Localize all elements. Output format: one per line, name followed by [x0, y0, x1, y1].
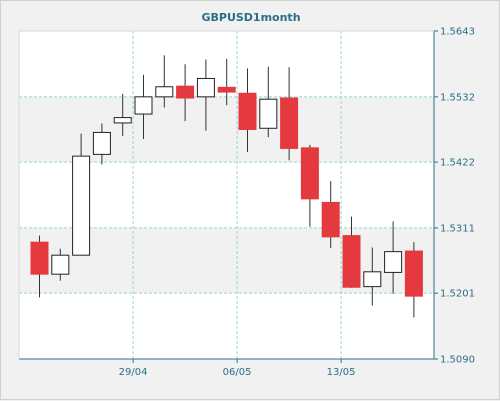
candle-body: [300, 147, 319, 200]
candle-body: [196, 77, 215, 98]
y-tick-label: 1.5311: [440, 223, 475, 234]
candle-body: [92, 131, 111, 155]
candle-body: [176, 85, 195, 99]
x-tick-label: 13/05: [327, 367, 356, 378]
candle-up: [363, 247, 382, 306]
candle-body: [384, 251, 403, 273]
candle-up: [196, 59, 215, 131]
candle-body: [217, 86, 236, 93]
candle-down: [321, 181, 340, 249]
candle-up: [51, 248, 70, 281]
candle-down: [217, 58, 236, 106]
candle-body: [134, 96, 153, 115]
chart-title: GBPUSD1month: [201, 11, 300, 24]
candle-down: [176, 64, 195, 122]
candle-up: [155, 55, 174, 108]
candle-down: [280, 67, 299, 161]
y-tick-label: 1.5532: [440, 92, 475, 103]
y-tick-label: 1.5422: [440, 158, 475, 169]
candles-group: [30, 55, 423, 318]
candle-body: [113, 117, 132, 124]
candle-body: [72, 155, 91, 256]
candle-body: [342, 235, 361, 288]
candle-down: [30, 235, 49, 298]
candle-up: [134, 74, 153, 139]
candle-up: [92, 123, 111, 165]
y-tick-label: 1.5643: [440, 27, 475, 38]
candle-body: [30, 241, 49, 275]
candle-down: [300, 144, 319, 227]
candle-up: [113, 93, 132, 136]
x-tick-label: 06/05: [223, 367, 252, 378]
candle-body: [51, 254, 70, 275]
candle-body: [363, 271, 382, 288]
candle-body: [155, 86, 174, 98]
candle-down: [238, 68, 257, 152]
candle-up: [384, 221, 403, 294]
axes-group: [18, 30, 438, 363]
plot-band: [19, 293, 434, 359]
candle-up: [72, 133, 91, 256]
candle-up: [259, 66, 278, 138]
candle-down: [342, 216, 361, 288]
candle-body: [259, 98, 278, 129]
candle-body: [321, 201, 340, 238]
candle-body: [404, 250, 423, 297]
y-tick-label: 1.5201: [440, 289, 475, 300]
candle-body: [238, 92, 257, 130]
candle-body: [280, 97, 299, 149]
tick-labels-group: 1.5643 1.5532 1.5422 1.5311 1.5201 1.5090 29/0…: [119, 27, 475, 379]
x-tick-label: 29/04: [119, 367, 148, 378]
y-tick-label: 1.5090: [440, 355, 475, 366]
candle-down: [404, 242, 423, 318]
